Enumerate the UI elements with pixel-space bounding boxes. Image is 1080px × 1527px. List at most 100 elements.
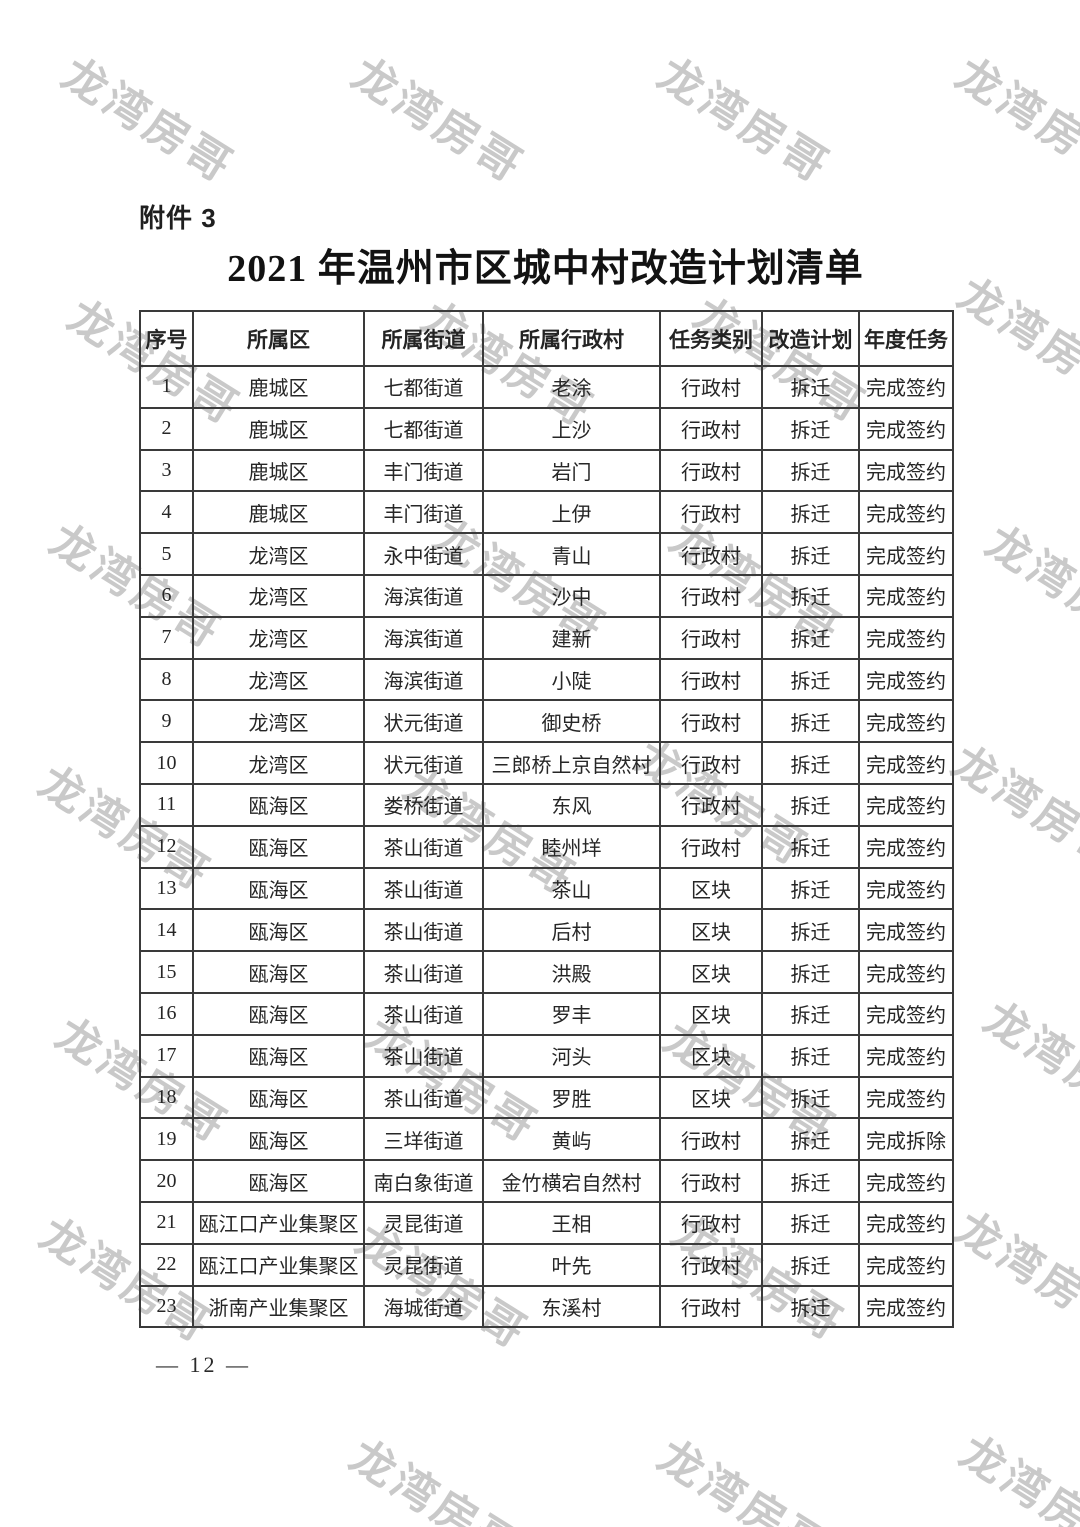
table-cell: 行政村 bbox=[659, 657, 763, 702]
table-cell: 行政村 bbox=[659, 1117, 763, 1162]
row-index-cell: 19 bbox=[139, 1117, 194, 1162]
table-cell: 完成签约 bbox=[858, 365, 954, 409]
table-cell: 完成签约 bbox=[858, 532, 954, 576]
table-row: 5 龙湾区 永中街道 青山 行政村 拆迁 完成签约 bbox=[139, 532, 954, 576]
table-cell: 瓯海区 bbox=[192, 866, 365, 911]
table-cell: 岩门 bbox=[482, 448, 661, 493]
table-cell: 河头 bbox=[482, 1033, 661, 1078]
table-row: 12 瓯海区 茶山街道 睦州垟 行政村 拆迁 完成签约 bbox=[139, 824, 954, 869]
table-cell: 完成签约 bbox=[858, 782, 954, 827]
table-cell: 区块 bbox=[659, 1033, 763, 1078]
table-cell: 叶先 bbox=[482, 1242, 661, 1287]
table-cell: 三垟街道 bbox=[363, 1117, 484, 1162]
row-index-cell: 16 bbox=[139, 991, 194, 1036]
table-cell: 行政村 bbox=[659, 532, 763, 576]
column-header: 所属行政村 bbox=[482, 310, 661, 367]
table-cell: 行政村 bbox=[659, 1284, 763, 1329]
table-cell: 拆迁 bbox=[761, 532, 860, 576]
table-cell: 完成签约 bbox=[858, 866, 954, 911]
table-cell: 完成签约 bbox=[858, 490, 954, 535]
table-header-row: 序号 所属区 所属街道 所属行政村 任务类别 改造计划 年度任务 bbox=[139, 310, 954, 367]
table-cell: 永中街道 bbox=[363, 532, 484, 576]
table-cell: 瓯海区 bbox=[192, 950, 365, 994]
table-cell: 老涂 bbox=[482, 365, 661, 409]
table-cell: 完成签约 bbox=[858, 1284, 954, 1329]
table-cell: 丰门街道 bbox=[363, 490, 484, 535]
table-cell: 行政村 bbox=[659, 615, 763, 660]
table-cell: 拆迁 bbox=[761, 615, 860, 660]
table-cell: 拆迁 bbox=[761, 950, 860, 994]
row-index-cell: 11 bbox=[139, 782, 194, 827]
row-index-cell: 21 bbox=[139, 1200, 194, 1245]
table-cell: 娄桥街道 bbox=[363, 782, 484, 827]
table-cell: 拆迁 bbox=[761, 1075, 860, 1120]
table-cell: 瓯海区 bbox=[192, 824, 365, 869]
table-cell: 完成签约 bbox=[858, 1200, 954, 1245]
table-cell: 上沙 bbox=[482, 406, 661, 451]
row-index-cell: 17 bbox=[139, 1033, 194, 1078]
table-cell: 行政村 bbox=[659, 490, 763, 535]
table-cell: 行政村 bbox=[659, 741, 763, 785]
table-row: 8 龙湾区 海滨街道 小陡 行政村 拆迁 完成签约 bbox=[139, 657, 954, 702]
table-cell: 海滨街道 bbox=[363, 573, 484, 618]
column-header: 任务类别 bbox=[659, 310, 763, 367]
table-cell: 拆迁 bbox=[761, 866, 860, 911]
table-row: 23 浙南产业集聚区 海城街道 东溪村 行政村 拆迁 完成签约 bbox=[139, 1284, 954, 1329]
table-cell: 龙湾区 bbox=[192, 573, 365, 618]
table-cell: 茶山街道 bbox=[363, 991, 484, 1036]
table-cell: 完成拆除 bbox=[858, 1117, 954, 1162]
table-body: 1 鹿城区 七都街道 老涂 行政村 拆迁 完成签约 2 鹿城区 七都街道 上沙 行政村 拆迁 完成签约 3 鹿… bbox=[139, 365, 954, 1329]
table-cell: 完成签约 bbox=[858, 1159, 954, 1203]
table-cell: 完成签约 bbox=[858, 699, 954, 744]
table-cell: 东风 bbox=[482, 782, 661, 827]
table-cell: 拆迁 bbox=[761, 782, 860, 827]
table-row: 18 瓯海区 茶山街道 罗胜 区块 拆迁 完成签约 bbox=[139, 1075, 954, 1120]
table-cell: 瓯海区 bbox=[192, 991, 365, 1036]
table-cell: 灵昆街道 bbox=[363, 1200, 484, 1245]
table-cell: 鹿城区 bbox=[192, 406, 365, 451]
table-cell: 瓯海区 bbox=[192, 1075, 365, 1120]
row-index-cell: 23 bbox=[139, 1284, 194, 1329]
table-cell: 完成签约 bbox=[858, 741, 954, 785]
table-row: 11 瓯海区 娄桥街道 东风 行政村 拆迁 完成签约 bbox=[139, 782, 954, 827]
row-index-cell: 15 bbox=[139, 950, 194, 994]
table-cell: 沙中 bbox=[482, 573, 661, 618]
table-cell: 海城街道 bbox=[363, 1284, 484, 1329]
table-cell: 瓯海区 bbox=[192, 1159, 365, 1203]
table-cell: 南白象街道 bbox=[363, 1159, 484, 1203]
table-cell: 行政村 bbox=[659, 782, 763, 827]
table-cell: 金竹横宕自然村 bbox=[482, 1159, 661, 1203]
table-cell: 瓯江口产业集聚区 bbox=[192, 1242, 365, 1287]
table-cell: 鹿城区 bbox=[192, 365, 365, 409]
row-index-cell: 4 bbox=[139, 490, 194, 535]
table-row: 10 龙湾区 状元街道 三郎桥上京自然村 行政村 拆迁 完成签约 bbox=[139, 741, 954, 785]
table-cell: 龙湾区 bbox=[192, 532, 365, 576]
table-cell: 丰门街道 bbox=[363, 448, 484, 493]
renovation-plan-table: 序号 所属区 所属街道 所属行政村 任务类别 改造计划 年度任务 1 鹿城区 七都街道 老涂 行政村… bbox=[139, 310, 954, 1329]
table-cell: 龙湾区 bbox=[192, 657, 365, 702]
table-cell: 海滨街道 bbox=[363, 657, 484, 702]
document-title: 2021 年温州市区城中村改造计划清单 bbox=[227, 248, 864, 290]
table-row: 2 鹿城区 七都街道 上沙 行政村 拆迁 完成签约 bbox=[139, 406, 954, 451]
table-cell: 瓯海区 bbox=[192, 782, 365, 827]
table-cell: 拆迁 bbox=[761, 1033, 860, 1078]
table-cell: 区块 bbox=[659, 950, 763, 994]
table-cell: 完成签约 bbox=[858, 1242, 954, 1287]
table-cell: 行政村 bbox=[659, 1200, 763, 1245]
table-cell: 拆迁 bbox=[761, 991, 860, 1036]
table-row: 16 瓯海区 茶山街道 罗丰 区块 拆迁 完成签约 bbox=[139, 991, 954, 1036]
row-index-cell: 14 bbox=[139, 908, 194, 953]
table-cell: 茶山街道 bbox=[363, 908, 484, 953]
table-cell: 拆迁 bbox=[761, 741, 860, 785]
table-cell: 灵昆街道 bbox=[363, 1242, 484, 1287]
table-cell: 拆迁 bbox=[761, 1117, 860, 1162]
table-row: 15 瓯海区 茶山街道 洪殿 区块 拆迁 完成签约 bbox=[139, 950, 954, 994]
table-cell: 完成签约 bbox=[858, 824, 954, 869]
table-cell: 三郎桥上京自然村 bbox=[482, 741, 661, 785]
table-cell: 海滨街道 bbox=[363, 615, 484, 660]
table-row: 19 瓯海区 三垟街道 黄屿 行政村 拆迁 完成拆除 bbox=[139, 1117, 954, 1162]
table-cell: 行政村 bbox=[659, 699, 763, 744]
table-row: 9 龙湾区 状元街道 御史桥 行政村 拆迁 完成签约 bbox=[139, 699, 954, 744]
table-cell: 完成签约 bbox=[858, 991, 954, 1036]
